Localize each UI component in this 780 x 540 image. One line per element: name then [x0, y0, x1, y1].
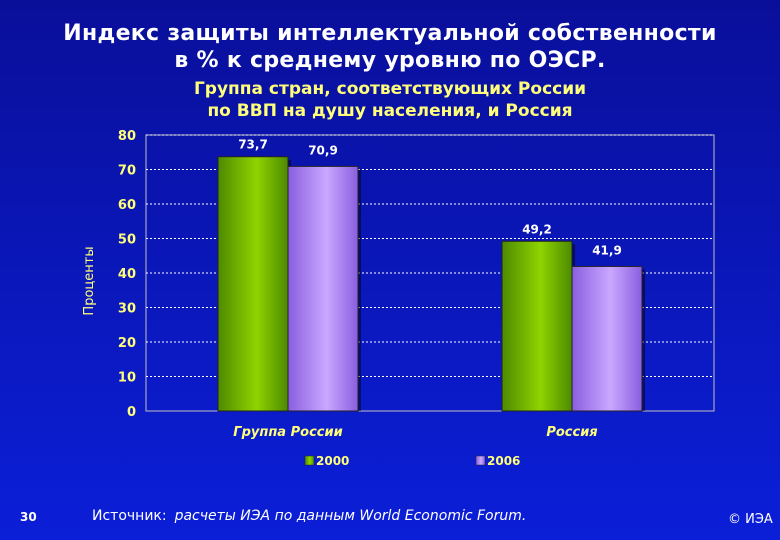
bar-2000-1: [501, 240, 573, 412]
subtitle-line-2: по ВВП на душу населения, и Россия: [207, 101, 573, 121]
y-tick-label: 70: [118, 164, 136, 179]
legend-swatch-2006: [475, 455, 486, 466]
copyright: © ИЭА: [728, 512, 773, 527]
data-label: 49,2: [522, 222, 552, 236]
legend-label-2006: 2006: [487, 454, 520, 468]
y-tick-label: 10: [118, 371, 136, 386]
category-label: Группа России: [233, 425, 342, 440]
title-line-2: в % к среднему уровню по ОЭСР.: [174, 48, 606, 73]
data-label: 41,9: [592, 243, 622, 257]
y-tick-label: 60: [118, 198, 136, 213]
y-axis-label: Проценты: [82, 246, 97, 315]
title-line-1: Индекс защиты интеллектуальной собственн…: [63, 21, 717, 46]
bar-2006-1: [571, 265, 643, 412]
source-note: Источник: расчеты ИЭА по данным World Eco…: [92, 508, 526, 524]
y-tick-label: 20: [118, 336, 136, 351]
bar-2000-0: [217, 156, 289, 412]
y-tick-label: 50: [118, 233, 136, 248]
category-label: Россия: [546, 425, 597, 440]
subtitle-line-1: Группа стран, соответствующих России: [193, 79, 587, 99]
data-label: 73,7: [238, 138, 268, 152]
bar-2006-0: [287, 165, 359, 412]
legend-label-2000: 2000: [316, 454, 349, 468]
y-tick-label: 30: [118, 302, 136, 317]
source-text: расчеты ИЭА по данным World Economic For…: [174, 508, 527, 524]
data-label: 70,9: [308, 143, 338, 157]
y-tick-label: 40: [118, 267, 136, 282]
y-tick-label: 80: [118, 129, 136, 144]
slide-subtitle: Группа стран, соответствующих России по …: [0, 78, 780, 122]
slide-title: Индекс защиты интеллектуальной собственн…: [0, 20, 780, 74]
y-tick-label: 0: [127, 405, 136, 420]
page-number: 30: [20, 510, 37, 524]
source-label: Источник:: [92, 508, 167, 524]
legend-swatch-2000: [304, 455, 315, 466]
